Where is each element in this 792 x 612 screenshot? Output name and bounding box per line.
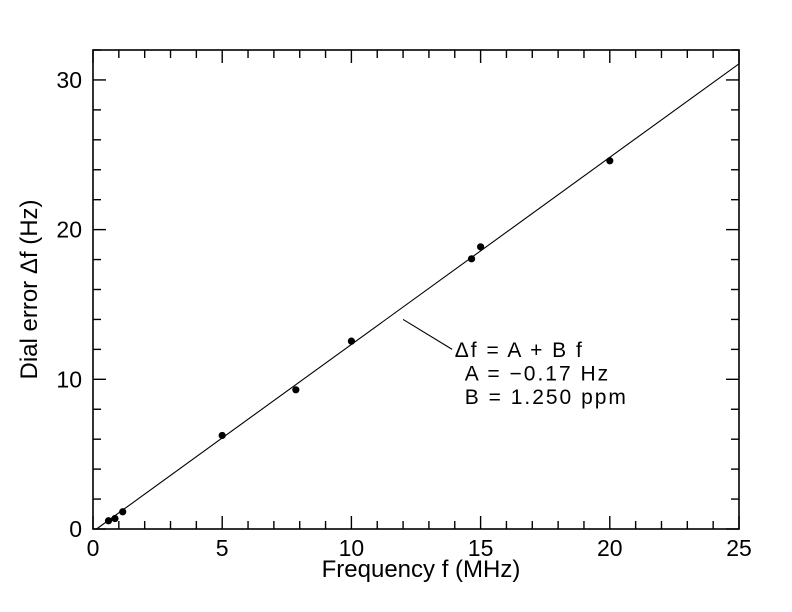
data-point xyxy=(477,243,485,251)
x-tick-label: 15 xyxy=(468,535,494,561)
y-tick-label: 20 xyxy=(56,217,82,243)
annotation-line-2: A = −0.17 Hz xyxy=(465,362,610,385)
y-tick-label: 10 xyxy=(56,366,82,392)
annotation-line-1: Δf = A + B f xyxy=(455,339,584,362)
annotation-line-3: B = 1.250 ppm xyxy=(465,386,628,409)
x-tick-label: 10 xyxy=(339,535,365,561)
data-point xyxy=(119,508,127,516)
axis-ticks xyxy=(92,49,740,530)
x-tick-label: 0 xyxy=(87,535,100,561)
x-tick-label: 20 xyxy=(597,535,623,561)
plot-border xyxy=(92,49,740,530)
x-tick-label: 25 xyxy=(726,535,752,561)
data-point xyxy=(104,517,113,525)
annotation-leader-line xyxy=(402,318,453,350)
data-point xyxy=(606,157,614,165)
data-point xyxy=(467,255,476,263)
y-tick-label: 30 xyxy=(56,67,82,93)
data-point xyxy=(292,386,300,394)
fit-line xyxy=(96,63,740,530)
x-tick-label: 5 xyxy=(216,535,229,561)
data-points xyxy=(104,157,614,525)
y-tick-label: 0 xyxy=(69,516,82,542)
data-point xyxy=(218,431,226,440)
data-point xyxy=(111,514,119,523)
data-point xyxy=(347,337,355,345)
x-axis-title: Frequency f (MHz) xyxy=(322,556,521,583)
y-axis-title: Dial error Δf (Hz) xyxy=(16,199,43,379)
